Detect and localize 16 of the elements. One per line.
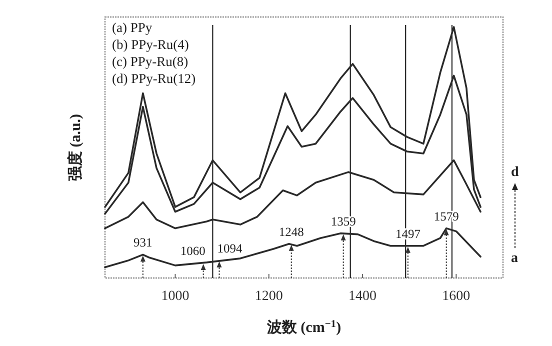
y-axis-title: 强度 (a.u.)	[66, 114, 84, 182]
annotation: (a) PPy	[112, 20, 152, 35]
x-tick-label: 1000	[161, 289, 190, 304]
annotation: (d) PPy-Ru(12)	[112, 71, 196, 86]
text: a	[511, 251, 518, 266]
x-tick-label: 1400	[348, 289, 377, 304]
x-tick-label: 1200	[254, 289, 283, 304]
annotation: 931	[134, 236, 152, 250]
annotation: (b) PPy-Ru(4)	[112, 37, 189, 52]
x-tick-label: 1600	[442, 289, 470, 304]
annotation: 1060	[180, 244, 206, 258]
annotation: 1094	[217, 241, 243, 256]
annotation: (c) PPy-Ru(8)	[112, 54, 188, 69]
text: d	[511, 165, 519, 180]
x-axis-title: 波数 (cm$^{−1}$)	[266, 318, 342, 336]
annotation: 1248	[278, 224, 304, 239]
